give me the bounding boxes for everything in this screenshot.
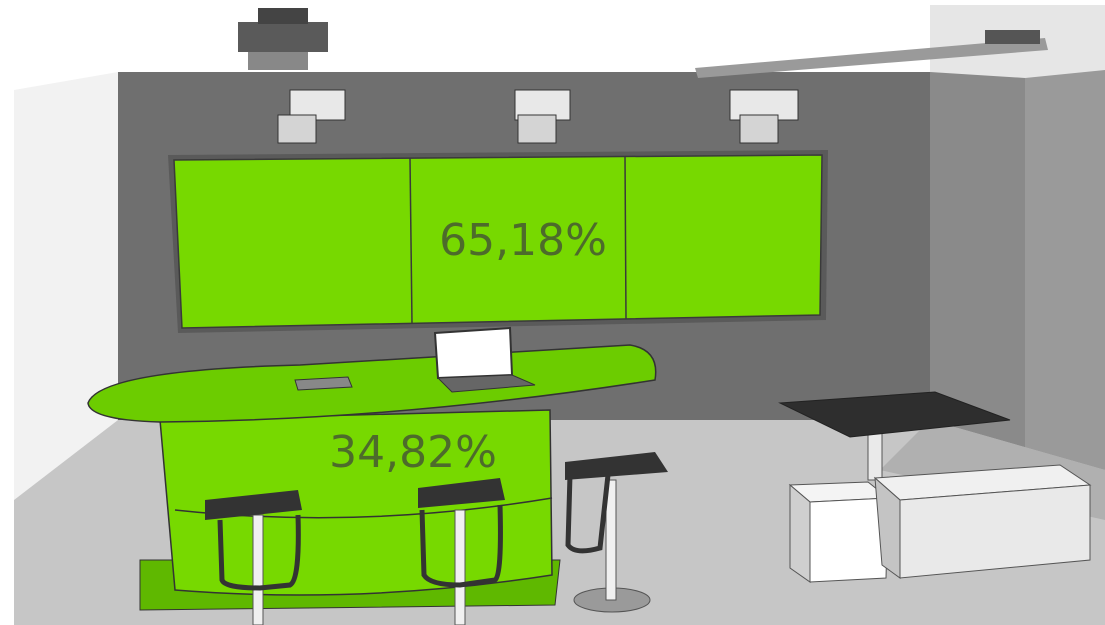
left-wall — [14, 72, 118, 500]
tablet — [294, 376, 353, 391]
light-fixture — [985, 30, 1040, 44]
screen-divider — [409, 157, 413, 325]
cube — [873, 464, 1092, 579]
stool — [565, 452, 668, 613]
projector — [277, 89, 346, 144]
stool — [205, 490, 302, 625]
ceiling-projector — [248, 52, 308, 70]
side-wall-far — [1025, 70, 1105, 470]
screen-percentage: 65,18% — [439, 215, 607, 266]
stool — [418, 478, 505, 625]
ceiling-projector — [258, 8, 308, 24]
counter-percentage: 34,82% — [329, 427, 497, 478]
light-rail — [695, 38, 1048, 78]
laptop-base — [436, 374, 536, 393]
projector — [514, 89, 571, 144]
table-top — [778, 391, 1011, 438]
counter-top — [87, 344, 657, 423]
screen-divider — [624, 155, 627, 320]
cube — [788, 481, 890, 583]
side-wall — [930, 72, 1025, 460]
laptop-screen — [433, 326, 514, 380]
ceiling-projector — [238, 22, 328, 52]
projector — [729, 89, 799, 144]
table-leg — [867, 429, 883, 481]
green-screen — [173, 154, 823, 329]
